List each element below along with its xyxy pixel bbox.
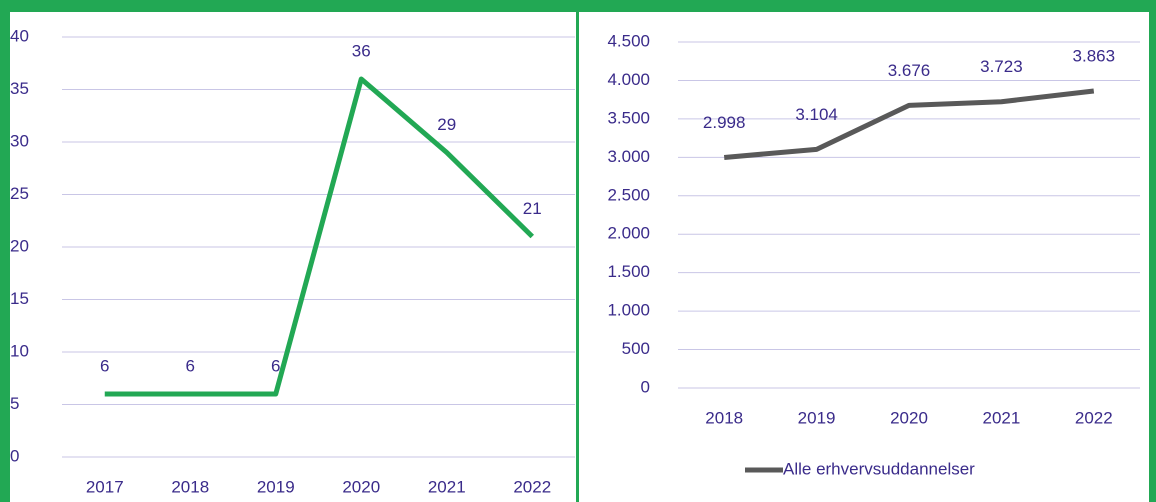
data-line [104,76,535,397]
frame-left [0,0,10,502]
x-tick-label: 2022 [1075,408,1113,427]
x-tick-label: 2022 [513,477,551,496]
x-tick-label: 2020 [342,477,380,496]
y-tick-label: 5 [10,394,19,413]
data-label: 21 [523,199,542,218]
data-line [723,88,1095,160]
x-tick-label: 2018 [171,477,209,496]
y-tick-label: 1.500 [607,262,650,281]
data-label: 36 [352,41,371,60]
y-tick-label: 10 [10,341,29,360]
y-tick-label: 30 [10,131,29,150]
data-label: 6 [271,356,280,375]
x-tick-label: 2019 [798,408,836,427]
x-tick-label: 2018 [705,408,743,427]
x-tick-label: 2020 [890,408,928,427]
x-tick-label: 2021 [428,477,466,496]
frame-top [0,0,1156,12]
y-tick-label: 25 [10,184,29,203]
y-tick-label: 2.500 [607,185,650,204]
y-tick-label: 40 [10,26,29,45]
data-label: 2.998 [703,113,746,132]
y-tick-label: 1.000 [607,301,650,320]
y-tick-label: 4.000 [607,70,650,89]
data-label: 29 [437,115,456,134]
data-label: 3.104 [795,105,838,124]
y-tick-label: 0 [10,446,19,465]
frame-right [1149,0,1156,502]
data-label: 6 [186,356,195,375]
x-tick-label: 2021 [982,408,1020,427]
data-label: 6 [100,356,109,375]
data-label: 3.676 [888,61,931,80]
x-tick-label: 2017 [86,477,124,496]
y-tick-label: 3.000 [607,147,650,166]
y-tick-label: 500 [622,339,650,358]
y-tick-label: 15 [10,289,29,308]
x-tick-label: 2019 [257,477,295,496]
y-tick-label: 4.500 [607,31,650,50]
y-tick-label: 3.500 [607,108,650,127]
frame-divider [576,12,579,502]
data-label: 3.863 [1073,46,1116,65]
y-tick-label: 2.000 [607,224,650,243]
y-tick-label: 20 [10,236,29,255]
y-tick-label: 35 [10,79,29,98]
y-tick-label: 0 [641,377,650,396]
legend-label: Alle erhvervsuddannelser [783,459,975,478]
data-label: 3.723 [980,57,1023,76]
